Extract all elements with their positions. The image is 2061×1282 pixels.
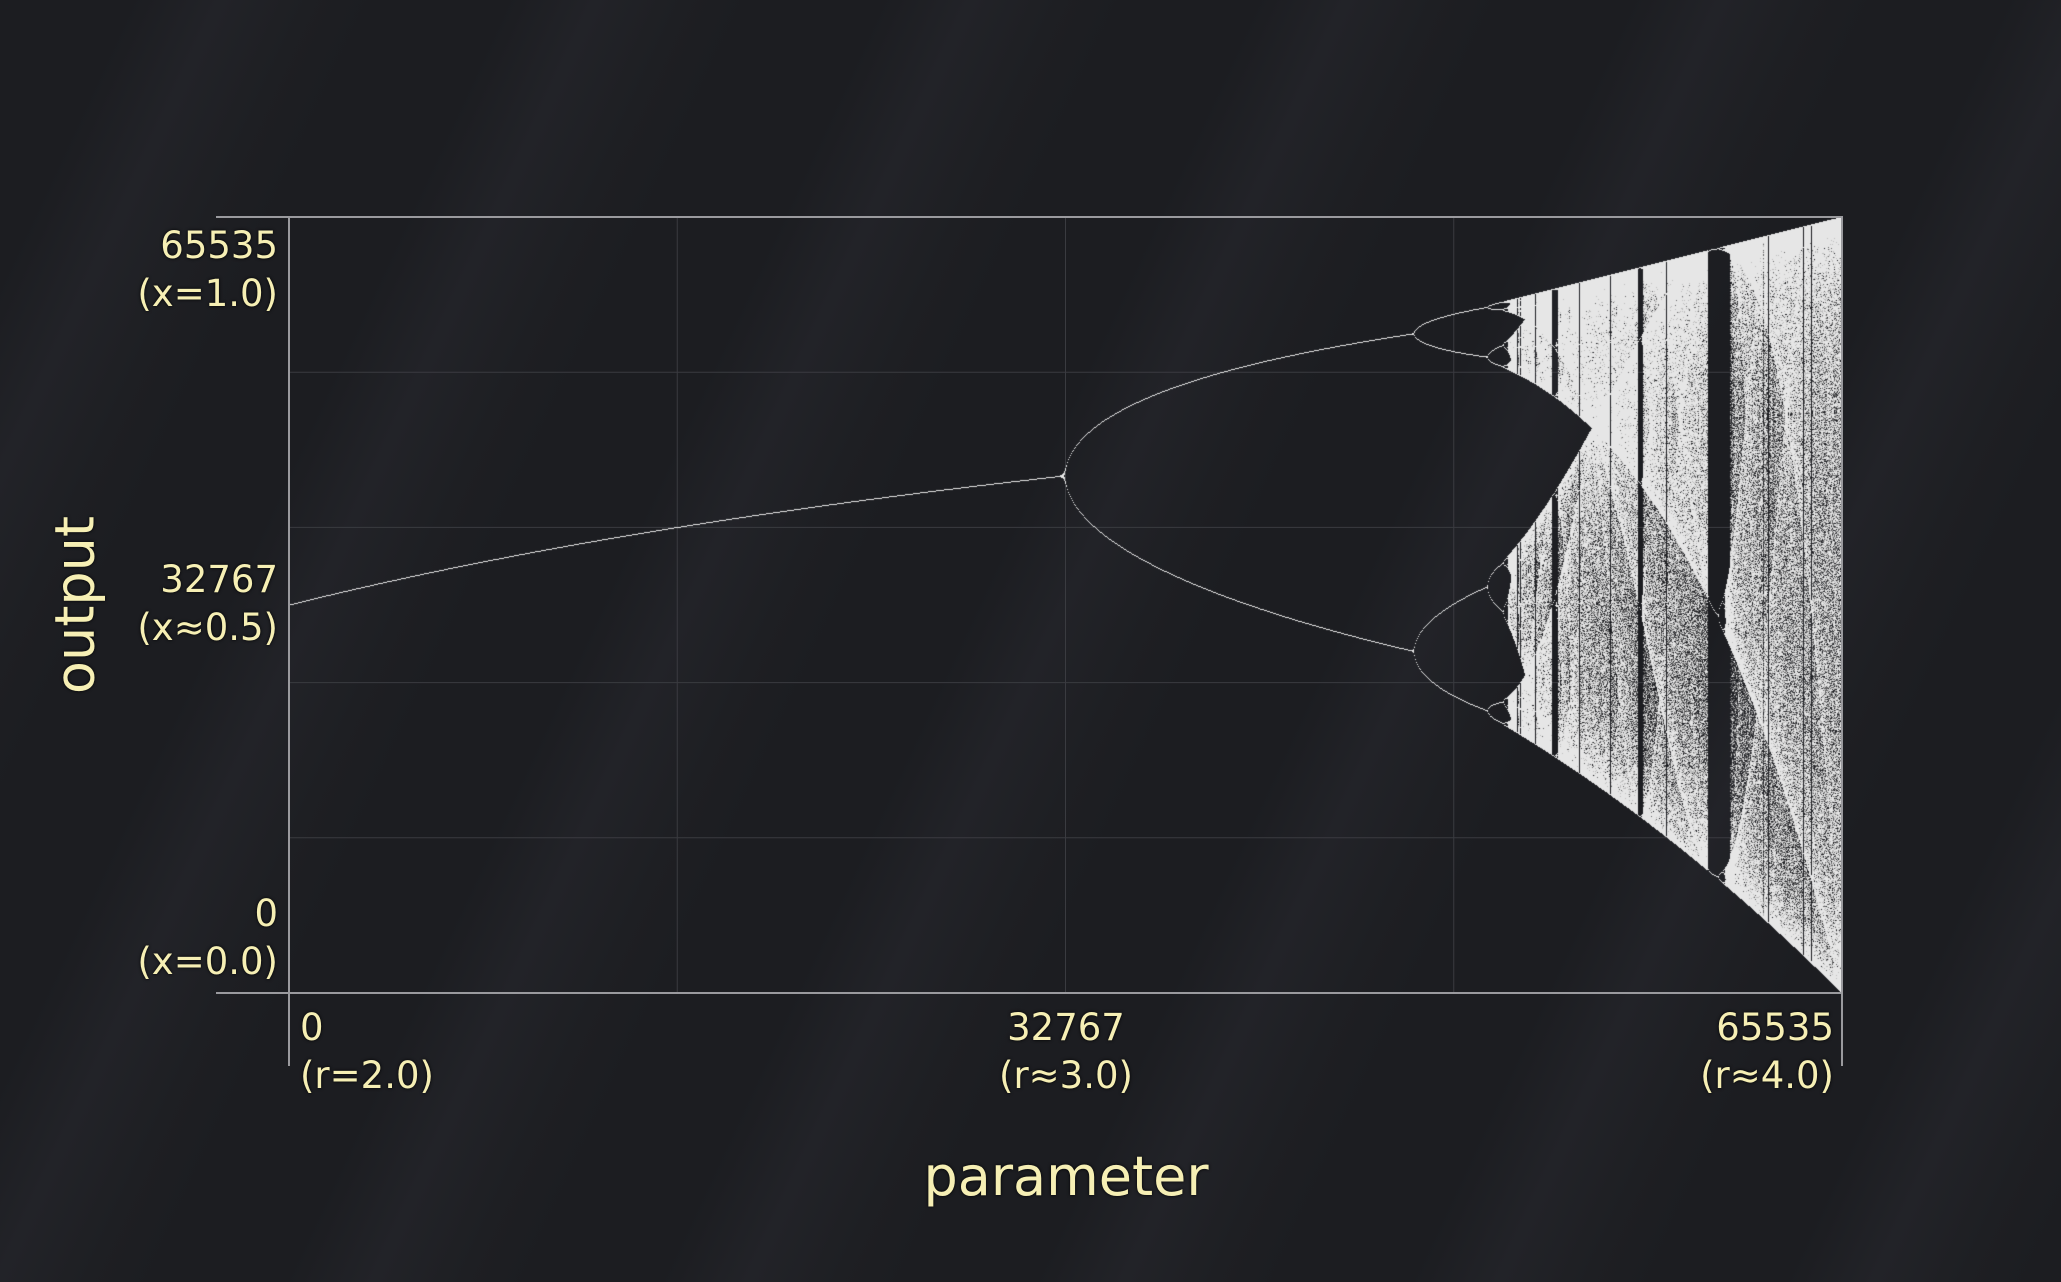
x-tick-right	[1841, 992, 1843, 1066]
y-tick-sub: (x≈0.5)	[137, 604, 278, 652]
y-tick-label-max: 65535 (x=1.0)	[137, 222, 278, 318]
x-tick-left	[288, 992, 290, 1066]
y-tick-label-mid: 32767 (x≈0.5)	[137, 556, 278, 652]
y-axis-label: output	[44, 516, 107, 694]
x-tick-label-min: 0 (r=2.0)	[300, 1004, 434, 1100]
y-tick-sub: (x=1.0)	[137, 270, 278, 318]
x-tick-label-mid: 32767 (r≈3.0)	[999, 1004, 1133, 1100]
y-tick-value: 32767	[137, 556, 278, 604]
plot-top-border	[216, 216, 1843, 218]
bifurcation-points	[289, 217, 1842, 993]
y-tick-value: 65535	[137, 222, 278, 270]
y-tick-sub: (x=0.0)	[137, 938, 278, 986]
x-tick-value: 32767	[999, 1004, 1133, 1052]
y-axis-line	[288, 216, 290, 994]
y-tick-label-min: 0 (x=0.0)	[137, 890, 278, 986]
x-tick-value: 65535	[1700, 1004, 1834, 1052]
x-axis-label: parameter	[923, 1145, 1208, 1208]
x-tick-sub: (r≈3.0)	[999, 1052, 1133, 1100]
x-tick-sub: (r=2.0)	[300, 1052, 434, 1100]
y-tick-value: 0	[137, 890, 278, 938]
x-tick-sub: (r≈4.0)	[1700, 1052, 1834, 1100]
x-tick-label-max: 65535 (r≈4.0)	[1700, 1004, 1834, 1100]
x-axis-line	[216, 992, 1843, 994]
x-tick-value: 0	[300, 1004, 434, 1052]
plot-right-border	[1841, 216, 1843, 994]
